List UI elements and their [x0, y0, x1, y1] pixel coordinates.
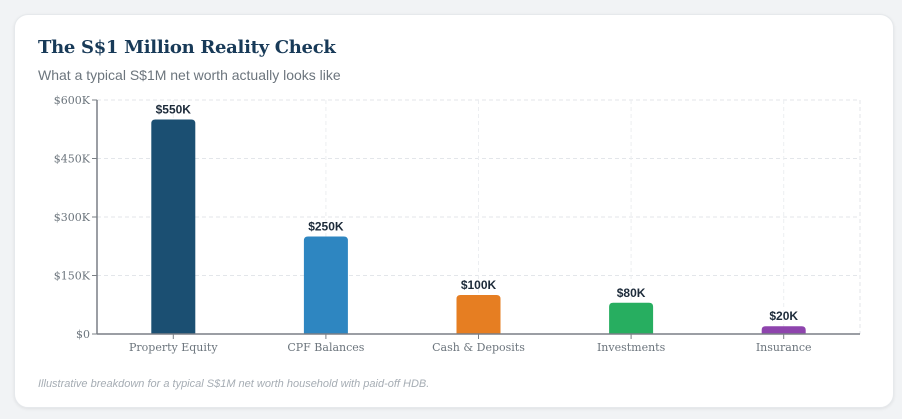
value-label: $20K [769, 309, 798, 323]
footnote: Illustrative breakdown for a typical S$1… [38, 378, 430, 390]
chart-title: The S$1 Million Reality Check [38, 37, 336, 58]
y-tick-label: $150K [54, 270, 91, 283]
x-axis-ticks: Property Equity CPF Balances Cash & Deposi… [129, 334, 812, 354]
gridlines [97, 99, 861, 334]
bars [151, 119, 806, 334]
y-tick-label: $600K [54, 94, 91, 107]
value-label: $100K [461, 278, 497, 292]
x-tick-label: CPF Balances [287, 341, 364, 354]
bar-property-equity [151, 119, 196, 334]
chart-subtitle: What a typical S$1M net worth actually l… [38, 67, 341, 83]
y-tick-label: $300K [54, 211, 91, 224]
bar-insurance [761, 326, 806, 334]
value-labels: $550K $250K $100K $80K $20K [156, 103, 799, 324]
x-tick-label: Insurance [756, 341, 812, 354]
value-label: $250K [308, 220, 344, 234]
y-tick-label: $0 [76, 328, 90, 341]
bar-investments [609, 302, 654, 334]
bar-cash-deposits [456, 295, 501, 334]
y-axis-ticks: $0 $150K $300K $450K $600K [54, 94, 97, 341]
x-tick-label: Investments [597, 341, 666, 354]
value-label: $80K [617, 286, 646, 300]
bar-cpf-balances [303, 236, 348, 334]
x-tick-label: Cash & Deposits [432, 341, 525, 354]
value-label: $550K [156, 103, 192, 117]
y-tick-label: $450K [54, 153, 91, 166]
x-tick-label: Property Equity [129, 341, 218, 354]
